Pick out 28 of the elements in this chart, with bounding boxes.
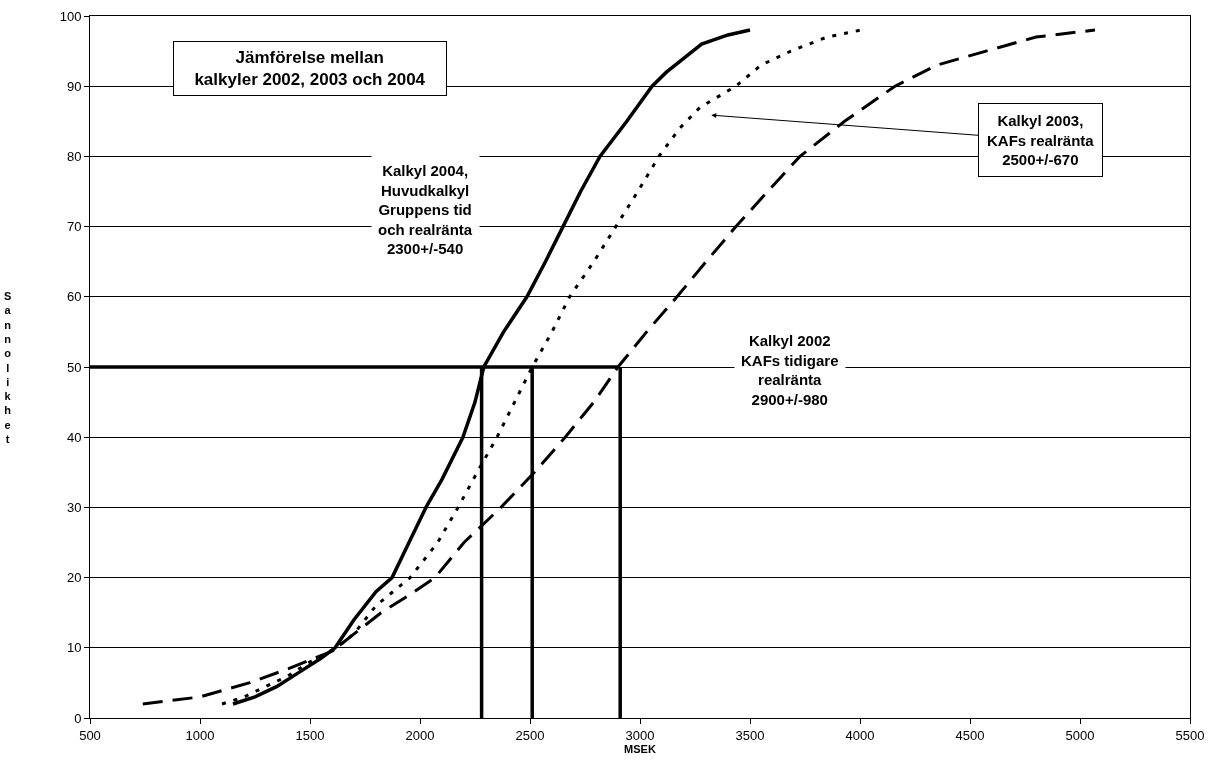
y-tick-label: 0	[74, 710, 82, 726]
y-tick-label: 60	[66, 289, 82, 305]
y-tick-label: 30	[66, 499, 82, 515]
x-tick-label: 3000	[625, 727, 655, 743]
x-tick-label: 2000	[405, 727, 435, 743]
y-tick-label: 50	[66, 359, 82, 375]
y-tick-label: 80	[66, 148, 82, 164]
x-tick-label: 500	[79, 727, 101, 743]
y-tick-label: 90	[66, 78, 82, 94]
x-tick-label: 5000	[1065, 727, 1095, 743]
annotation: Kalkyl 2004, Huvudkalkyl Gruppens tid och realränta 2300+/-540	[378, 162, 473, 257]
y-tick-label: 70	[66, 219, 82, 235]
x-tick-label: 5500	[1175, 727, 1205, 743]
y-tick-label: 10	[66, 640, 82, 656]
y-tick-label: 40	[66, 429, 82, 445]
y-tick-label: 100	[59, 8, 82, 24]
x-tick-label: 1500	[295, 727, 325, 743]
y-tick-label: 20	[66, 570, 82, 586]
x-tick-label: 1000	[185, 727, 215, 743]
x-tick-label: 3500	[735, 727, 765, 743]
text: Sannolikhet	[4, 290, 12, 445]
x-tick-label: 2500	[515, 727, 545, 743]
annotation: Kalkyl 2002 KAFs tidigare realränta 2900+/-980	[741, 332, 839, 408]
x-tick-label: 4500	[955, 727, 985, 743]
x-axis-title: MSEK	[624, 742, 656, 755]
text: Jämförelse mellan kalkyler 2002, 2003 och 2004	[194, 48, 426, 90]
x-tick-label: 4000	[845, 727, 875, 743]
annotation: Kalkyl 2003, KAFs realränta 2500+/-670	[987, 112, 1095, 168]
